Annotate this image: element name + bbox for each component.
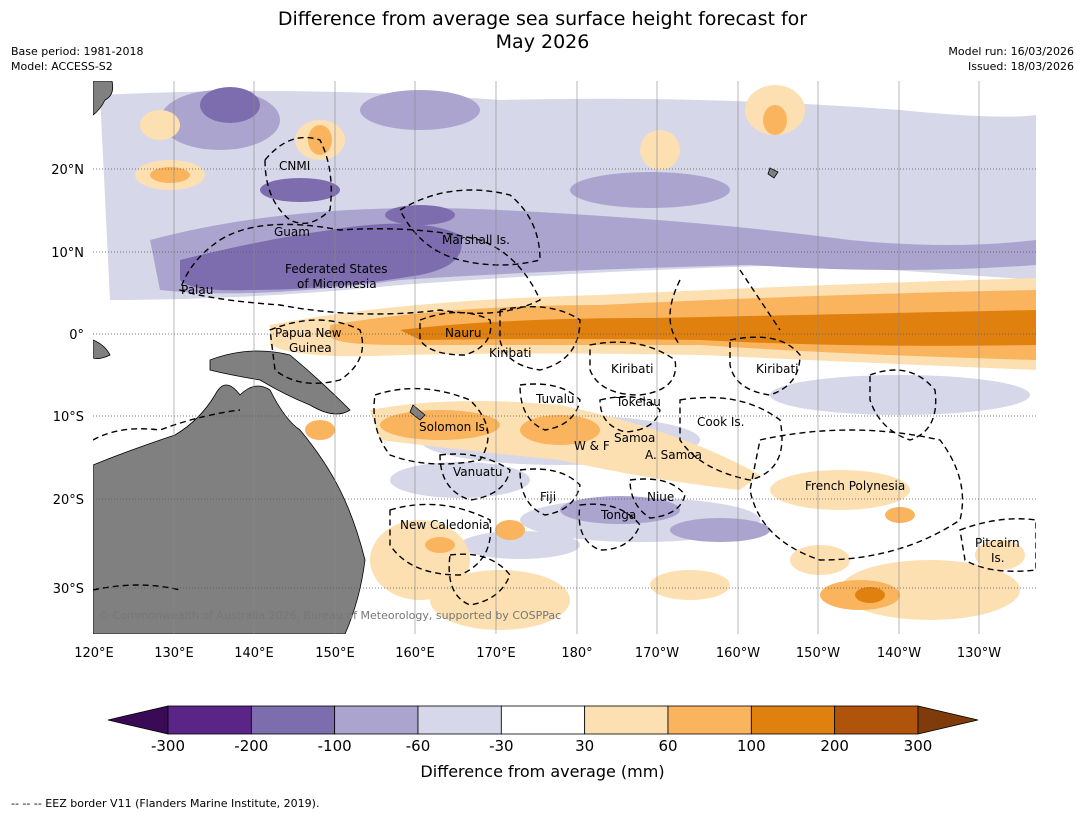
label-palau: Palau	[181, 283, 213, 297]
taiwan	[93, 81, 114, 116]
y-tick: 20°N	[51, 163, 84, 178]
x-tick: 170°W	[635, 646, 679, 661]
colorbar-extend-high	[917, 705, 979, 735]
x-tick: 130°W	[957, 646, 1001, 661]
label-fsm-1: Federated States	[285, 262, 387, 276]
model-run: Model run: 16/03/2026	[948, 45, 1074, 58]
x-tick: 160°E	[395, 646, 435, 661]
label-fsm-2: of Micronesia	[297, 277, 377, 291]
australia	[93, 384, 366, 634]
colorbar-tick: -60	[406, 737, 431, 755]
label-kiribati-3: Kiribati	[756, 362, 798, 376]
label-samoa: Samoa	[614, 431, 655, 445]
y-tick: 0°	[69, 328, 84, 343]
eez-borders	[93, 136, 1036, 606]
colorbar-segment	[667, 705, 752, 735]
issued-date: Issued: 18/03/2026	[967, 60, 1074, 73]
anomaly-negative-strong	[180, 87, 462, 291]
y-tick: 10°N	[51, 246, 84, 261]
label-wf: W & F	[574, 439, 610, 453]
base-period: Base period: 1981-2018	[11, 45, 144, 58]
eez-legend-note: -- -- -- EEZ border V11 (Flanders Marine…	[11, 797, 320, 810]
colorbar-segment	[834, 705, 919, 735]
label-cnmi: CNMI	[279, 159, 310, 173]
map-title: Difference from average sea surface heig…	[0, 8, 1085, 54]
borneo	[93, 339, 111, 359]
x-tick: 130°E	[154, 646, 194, 661]
anomaly-positive-strong	[400, 310, 1036, 603]
label-asamoa: A. Samoa	[645, 448, 702, 462]
label-pitcairn-2: Is.	[991, 551, 1005, 565]
y-tick: 30°S	[53, 582, 84, 597]
label-png-1: Papua New	[275, 326, 342, 340]
label-vanuatu: Vanuatu	[453, 465, 503, 479]
colorbar-tick: 30	[575, 737, 594, 755]
x-tick: 140°W	[877, 646, 921, 661]
colorbar-tick: 60	[658, 737, 677, 755]
colorbar-segment	[417, 705, 502, 735]
meta-right: Model run: 16/03/2026 Issued: 18/03/2026	[948, 44, 1074, 74]
solomon-islands	[409, 404, 426, 421]
label-solomon: Solomon Is.	[419, 420, 489, 434]
x-tick: 140°E	[234, 646, 274, 661]
plot-area: CNMI Guam Marshall Is. Federated States …	[93, 81, 1036, 634]
colorbar-extend-low	[107, 705, 169, 735]
colorbar: -300 -200 -100 -60 -30 30 60 100 200 300	[107, 705, 979, 755]
title-line-2: May 2026	[495, 31, 590, 53]
label-guam: Guam	[274, 225, 310, 239]
y-tick: 10°S	[53, 410, 84, 425]
label-nauru: Nauru	[445, 326, 481, 340]
copyright-notice: © Commonwealth of Australia 2026, Bureau…	[98, 609, 562, 622]
label-marshall: Marshall Is.	[442, 233, 510, 247]
label-tonga: Tonga	[600, 508, 636, 522]
x-tick: 160°W	[716, 646, 760, 661]
colorbar-tick: 300	[904, 737, 933, 755]
label-niue: Niue	[647, 490, 674, 504]
colorbar-label: Difference from average (mm)	[420, 762, 665, 781]
x-tick: 170°E	[476, 646, 516, 661]
label-kiribati-1: Kiribati	[489, 346, 531, 360]
land-masses	[93, 81, 779, 634]
label-french-polynesia: French Polynesia	[805, 479, 905, 493]
colorbar-tick: -100	[318, 737, 352, 755]
label-png-2: Guinea	[289, 341, 332, 355]
colorbar-tick: -300	[151, 737, 185, 755]
hawaii	[767, 167, 779, 179]
x-tick: 180°	[561, 646, 592, 661]
x-axis-labels: 120°E 130°E 140°E 150°E 160°E 170°E 180°…	[74, 646, 1001, 661]
label-new-caledonia: New Caledonia	[400, 518, 490, 532]
y-tick: 20°S	[53, 493, 84, 508]
colorbar-tick: 100	[737, 737, 766, 755]
colorbar-tick: -200	[234, 737, 268, 755]
y-axis-labels: 20°N 10°N 0° 10°S 20°S 30°S	[51, 163, 84, 597]
model-name: Model: ACCESS-S2	[11, 60, 113, 73]
label-pitcairn-1: Pitcairn	[975, 536, 1020, 550]
colorbar-tick: -30	[489, 737, 514, 755]
colorbar-segment	[250, 705, 336, 735]
colorbar-tick: 200	[820, 737, 849, 755]
x-tick: 150°W	[796, 646, 840, 661]
region-labels: CNMI Guam Marshall Is. Federated States …	[181, 159, 1020, 565]
label-fiji: Fiji	[540, 490, 556, 504]
x-tick: 150°E	[315, 646, 355, 661]
latitude-lines	[93, 168, 1036, 589]
label-tokelau: Tokelau	[615, 395, 661, 409]
label-tuvalu: Tuvalu	[535, 392, 575, 406]
label-kiribati-2: Kiribati	[611, 362, 653, 376]
colorbar-segment	[334, 705, 419, 735]
colorbar-segment	[584, 705, 669, 735]
meta-left: Base period: 1981-2018 Model: ACCESS-S2	[11, 44, 143, 74]
colorbar-segment	[167, 705, 252, 735]
label-cook: Cook Is.	[697, 415, 744, 429]
x-tick: 120°E	[74, 646, 114, 661]
title-line-1: Difference from average sea surface heig…	[277, 8, 808, 30]
colorbar-segment	[500, 705, 586, 735]
colorbar-segment	[750, 705, 836, 735]
gridlines	[173, 81, 980, 634]
